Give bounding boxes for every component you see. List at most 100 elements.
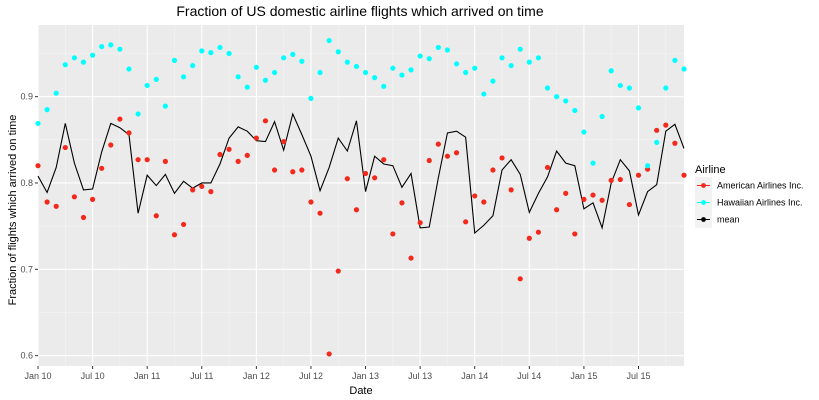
- point-american: [253, 135, 259, 141]
- point-american: [626, 201, 633, 208]
- legend-label-american: American Airlines Inc.: [717, 181, 804, 191]
- point-american: [80, 214, 87, 221]
- point-hawaiian: [599, 113, 605, 120]
- point-american: [35, 163, 41, 169]
- point-hawaiian: [271, 69, 278, 76]
- point-american: [590, 192, 596, 198]
- point-american: [426, 157, 432, 164]
- point-hawaiian: [326, 37, 332, 44]
- point-american: [308, 199, 314, 205]
- point-american: [153, 213, 159, 219]
- point-american: [126, 130, 132, 136]
- point-hawaiian: [508, 62, 514, 69]
- legend-label-hawaiian: Hawaiian Airlines Inc.: [717, 198, 803, 208]
- point-hawaiian: [144, 82, 150, 89]
- point-hawaiian: [308, 95, 314, 101]
- point-american: [344, 176, 350, 182]
- x-tick-label: Jan 11: [134, 371, 160, 381]
- point-american: [117, 116, 123, 122]
- marks: [35, 37, 687, 357]
- legend-key-american-point: [701, 183, 706, 188]
- point-american: [672, 140, 678, 146]
- point-hawaiian: [453, 61, 460, 67]
- point-american: [435, 141, 441, 147]
- point-american: [317, 210, 323, 216]
- y-tick-label: 0.6: [20, 351, 33, 361]
- point-american: [663, 122, 669, 128]
- y-axis-title: Fraction of flights which arrived on tim…: [7, 115, 19, 306]
- point-hawaiian: [108, 42, 114, 48]
- point-american: [144, 157, 150, 163]
- point-hawaiian: [89, 52, 96, 58]
- point-hawaiian: [135, 111, 141, 117]
- point-american: [508, 187, 514, 193]
- point-hawaiian: [435, 44, 441, 51]
- point-american: [262, 118, 269, 124]
- point-american: [453, 150, 460, 156]
- point-american: [399, 200, 405, 206]
- point-american: [635, 172, 642, 178]
- grid-minor: [38, 25, 684, 366]
- point-american: [444, 153, 451, 159]
- point-hawaiian: [353, 63, 360, 70]
- point-hawaiian: [681, 66, 687, 72]
- point-american: [472, 193, 478, 199]
- point-american: [499, 155, 505, 161]
- legend-key-hawaiian-point: [701, 200, 706, 205]
- point-hawaiian: [217, 44, 223, 51]
- point-american: [135, 157, 141, 163]
- series-line-mean: [37, 112, 685, 235]
- point-hawaiian: [126, 66, 132, 72]
- point-american: [599, 197, 605, 203]
- point-hawaiian: [444, 47, 451, 53]
- point-american: [390, 231, 396, 237]
- point-hawaiian: [645, 163, 651, 169]
- point-hawaiian: [463, 69, 469, 76]
- x-tick-label: Jan 10: [24, 371, 51, 381]
- plot-panel: [38, 25, 684, 366]
- point-hawaiian: [572, 107, 578, 114]
- point-american: [281, 138, 287, 145]
- legend-key-mean-point: [701, 217, 706, 222]
- point-american: [326, 351, 332, 357]
- point-american: [381, 157, 387, 163]
- x-tick-label: Jul 11: [190, 371, 213, 381]
- point-american: [544, 164, 551, 171]
- point-hawaiian: [44, 107, 50, 113]
- point-hawaiian: [608, 68, 614, 74]
- x-tick-labels: Jan 10 Jul 10 Jan 11 Jul 11 Jan 12 Jul 12 Jan …: [24, 371, 650, 381]
- point-hawaiian: [490, 78, 496, 84]
- point-american: [199, 183, 205, 190]
- point-hawaiian: [390, 65, 396, 71]
- x-tick-label: Jul 14: [517, 371, 541, 381]
- point-hawaiian: [590, 160, 596, 166]
- point-hawaiian: [35, 120, 41, 127]
- point-american: [44, 199, 50, 205]
- point-american: [53, 203, 59, 209]
- point-hawaiian: [253, 64, 259, 70]
- point-american: [617, 176, 623, 183]
- point-hawaiian: [317, 69, 323, 76]
- point-american: [271, 167, 278, 173]
- point-hawaiian: [362, 69, 369, 76]
- point-hawaiian: [180, 74, 187, 80]
- point-hawaiian: [62, 62, 68, 68]
- legend: Airline American Airlines Inc. Hawaiian …: [695, 164, 804, 228]
- point-hawaiian: [372, 75, 378, 81]
- point-hawaiian: [299, 58, 305, 64]
- y-tick-labels: 0.6 0.7 0.8 0.9: [20, 92, 33, 361]
- point-american: [208, 189, 214, 195]
- point-american: [654, 127, 660, 133]
- point-american: [535, 229, 542, 235]
- point-hawaiian: [226, 50, 232, 57]
- point-american: [99, 165, 105, 171]
- legend-label-mean: mean: [717, 215, 740, 225]
- point-american: [481, 199, 487, 205]
- point-american: [681, 172, 687, 178]
- point-hawaiian: [426, 56, 432, 62]
- axis-ticks: [35, 96, 640, 369]
- point-american: [89, 196, 96, 202]
- point-american: [372, 175, 378, 181]
- point-american: [299, 167, 305, 173]
